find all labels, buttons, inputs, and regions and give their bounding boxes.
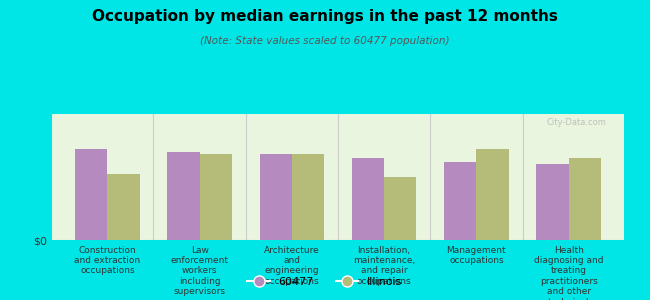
Bar [569, 158, 601, 240]
Text: Occupation by median earnings in the past 12 months: Occupation by median earnings in the pas… [92, 9, 558, 24]
Bar [107, 175, 140, 240]
Bar [384, 177, 417, 240]
Bar [259, 154, 292, 240]
Bar [476, 149, 509, 240]
Bar [444, 162, 476, 240]
Legend: 60477, Illinois: 60477, Illinois [243, 273, 407, 291]
Bar [352, 158, 384, 240]
Bar [536, 164, 569, 240]
Bar [167, 152, 200, 240]
Bar [75, 149, 107, 240]
Bar [200, 154, 232, 240]
Text: City-Data.com: City-Data.com [547, 118, 607, 127]
Bar [292, 154, 324, 240]
Text: (Note: State values scaled to 60477 population): (Note: State values scaled to 60477 popu… [200, 36, 450, 46]
